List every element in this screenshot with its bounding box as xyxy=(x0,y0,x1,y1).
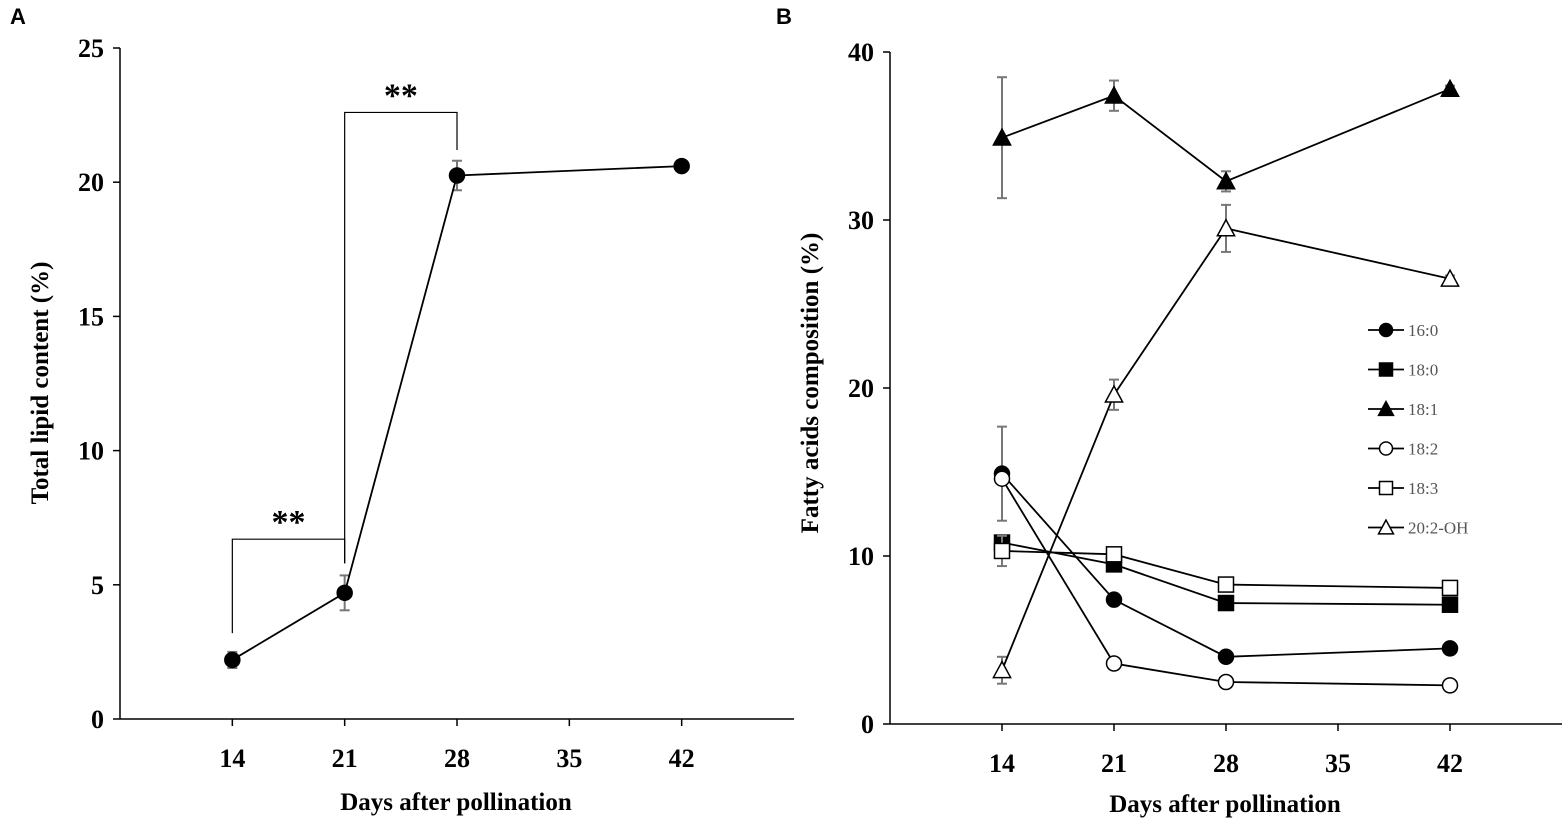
panel-b-y-tick-label: 10 xyxy=(848,542,874,571)
panel-b-y-tick-label: 0 xyxy=(861,710,874,739)
panel-b-series-18-3-point xyxy=(993,542,1011,560)
panel-b-series-20-2-oh-point xyxy=(992,660,1012,679)
panel-b-series-18-2 xyxy=(993,470,1459,694)
panel-b-legend: 16:0 18:0 18:1 18:2 18:3 20:2-OH xyxy=(1368,321,1468,538)
panel-a-series-total-lipid-point xyxy=(673,157,690,175)
panel-b-series-18-1-point xyxy=(1440,78,1460,98)
panel-b-legend-item-18-2-label: 18:2 xyxy=(1408,440,1438,459)
panel-b-y-tick-label: 30 xyxy=(848,206,874,235)
panel-b-series-20-2-oh xyxy=(992,203,1460,685)
panel-b-series-18-3-point xyxy=(1441,579,1459,597)
panel-b-legend-item-18-3: 18:3 xyxy=(1368,479,1438,498)
panel-b-y-tick-label: 20 xyxy=(848,374,874,403)
panel-b-legend-item-18-1-label: 18:1 xyxy=(1408,400,1438,419)
panel-b-series-18-2-point xyxy=(1105,655,1123,672)
panel-b-legend-item-20-2-oh-marker xyxy=(1377,518,1395,535)
panel-a-y-tick-label: 5 xyxy=(91,571,104,600)
panel-b-legend-item-16-0-label: 16:0 xyxy=(1408,321,1438,340)
panel-b-series-20-2-oh-point xyxy=(1440,268,1460,287)
panel-b-legend-item-16-0-marker xyxy=(1378,322,1394,338)
panel-a-significance: ** ** xyxy=(231,77,458,634)
panel-b-series-16-0-point xyxy=(1105,591,1123,608)
panel-b-series-16-0-line xyxy=(1001,473,1451,658)
panel-b-letter: B xyxy=(776,4,792,29)
panel-b-series-18-0 xyxy=(993,534,1459,613)
panel-b-series-18-1-point xyxy=(1216,171,1236,190)
panel-a-y-tick-label: 0 xyxy=(91,705,104,734)
panel-b-series-18-3-line xyxy=(1001,550,1451,589)
panel-b-series-18-1-line xyxy=(1001,88,1451,183)
panel-b-legend-item-18-2-marker xyxy=(1378,441,1394,456)
panel-b-legend-item-18-2: 18:2 xyxy=(1368,440,1438,459)
panel-a-letter: A xyxy=(10,4,26,29)
panel-a-series-total-lipid-point xyxy=(336,584,353,602)
panel-a-significance-2-bracket xyxy=(344,111,458,564)
panel-b-axes: 0 10 20 30 40 14 21 28 35 42 xyxy=(848,38,1562,778)
panel-b-series-18-0-point xyxy=(1441,596,1459,613)
panel-a-y-tick-label: 15 xyxy=(78,302,104,331)
panel-a-significance-1-bracket xyxy=(231,538,346,634)
panel-b-series-18-3-point xyxy=(1105,546,1123,563)
panel-b-series-18-0-point xyxy=(1217,594,1235,612)
panel-a-x-tick-label: 21 xyxy=(332,744,358,773)
panel-b-x-tick-label: 35 xyxy=(1325,749,1351,778)
panel-b-series-18-3 xyxy=(993,534,1459,597)
panel-a-significance-1-label: ** xyxy=(272,504,306,541)
panel-b-x-axis-label: Days after pollination xyxy=(1109,791,1341,818)
panel-b-x-tick-label: 42 xyxy=(1437,749,1463,778)
panel-a-series-total-lipid xyxy=(224,157,690,670)
panel-b: B 0 10 20 30 40 14 21 28 35 42 16:0 18:0 18:1 18:2 18… xyxy=(776,4,1562,818)
panel-b-legend-item-18-0: 18:0 xyxy=(1368,361,1438,380)
panel-a-axes: 0 5 10 15 20 25 14 21 28 35 42 xyxy=(78,34,794,773)
panel-b-legend-item-18-3-label: 18:3 xyxy=(1408,479,1438,498)
panel-b-y-tick-label: 40 xyxy=(848,38,874,67)
panel-b-legend-item-18-1: 18:1 xyxy=(1368,399,1438,419)
panel-b-series-18-1-point xyxy=(992,127,1012,146)
panel-b-series-18-3-point xyxy=(1217,576,1235,593)
panel-b-legend-item-18-0-marker xyxy=(1378,362,1394,377)
panel-b-legend-item-16-0: 16:0 xyxy=(1368,321,1438,340)
panel-b-x-tick-label: 28 xyxy=(1213,749,1239,778)
panel-b-legend-item-18-1-marker xyxy=(1377,399,1395,417)
panel-b-series-16-0 xyxy=(993,425,1459,666)
panel-b-series-20-2-oh-point xyxy=(1104,384,1124,403)
panel-a-series-total-lipid-point xyxy=(224,651,241,669)
panel-a-series-total-lipid-point xyxy=(448,167,466,184)
panel-b-series-18-2-point xyxy=(1217,673,1235,691)
panel-b-series-18-1 xyxy=(992,76,1460,200)
panel-b-y-axis-label: Fatty acids composition (%) xyxy=(797,233,824,534)
panel-b-series-18-2-point xyxy=(1441,677,1459,694)
panel-b-x-tick-label: 14 xyxy=(989,749,1015,778)
panel-b-legend-item-18-0-label: 18:0 xyxy=(1408,361,1438,380)
panel-b-legend-item-20-2-oh-label: 20:2-OH xyxy=(1408,519,1468,538)
panel-a-y-axis-label: Total lipid content (%) xyxy=(27,262,54,505)
panel-a-x-tick-label: 14 xyxy=(219,744,245,773)
panel-a-x-tick-label: 28 xyxy=(444,744,470,773)
panel-a-data xyxy=(224,157,690,670)
panel-b-data xyxy=(992,76,1460,694)
panel-a-series-total-lipid-line xyxy=(231,165,682,661)
panel-b-series-16-0-point xyxy=(1217,648,1235,666)
panel-a-y-tick-label: 20 xyxy=(78,168,104,197)
panel-b-legend-item-20-2-oh: 20:2-OH xyxy=(1368,518,1468,538)
panel-a-significance-2-label: ** xyxy=(384,77,418,114)
panel-b-series-16-0-point xyxy=(1441,640,1459,657)
panel-b-series-18-2-line xyxy=(1001,478,1451,687)
panel-b-series-20-2-oh-line xyxy=(1001,227,1451,671)
panel-a-y-tick-label: 10 xyxy=(78,437,104,466)
panel-a: A 0 5 10 15 20 25 14 21 28 35 42 ** ** Days after p… xyxy=(10,4,794,816)
panel-b-series-18-2-point xyxy=(993,470,1011,487)
panel-b-legend-item-18-3-marker xyxy=(1378,480,1394,496)
panel-b-series-18-1-point xyxy=(1104,85,1124,104)
panel-a-x-axis-label: Days after pollination xyxy=(340,789,572,816)
panel-b-series-20-2-oh-point xyxy=(1216,218,1236,237)
panel-a-x-tick-label: 35 xyxy=(556,744,582,773)
panel-b-x-tick-label: 21 xyxy=(1101,749,1127,778)
panel-a-x-tick-label: 42 xyxy=(669,744,695,773)
panel-a-y-tick-label: 25 xyxy=(78,34,104,63)
